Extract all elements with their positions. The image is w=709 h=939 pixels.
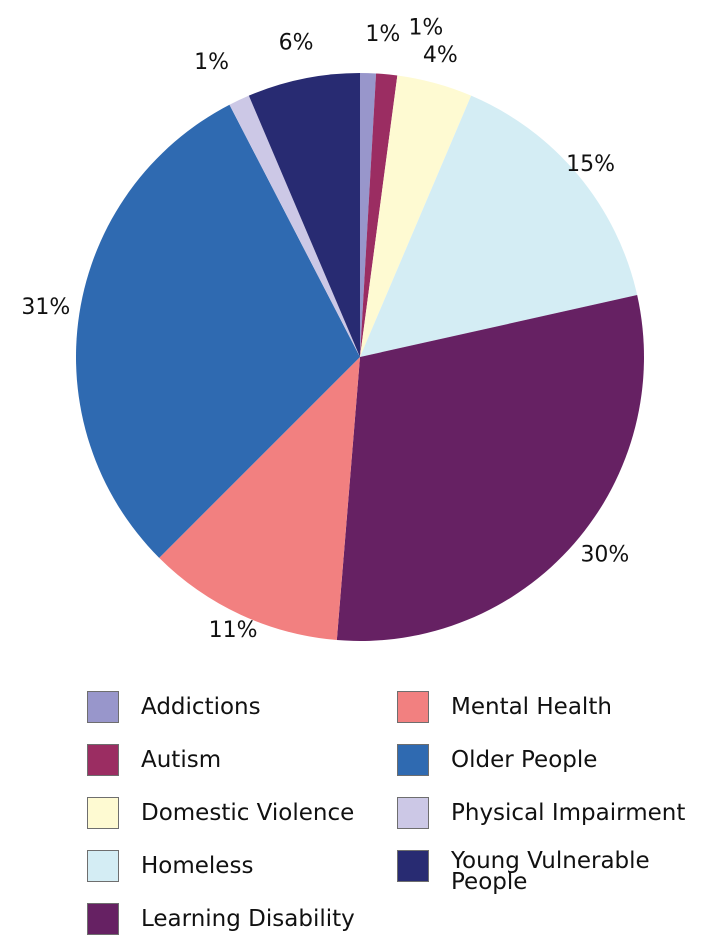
pie-slice-mental-health <box>159 357 360 641</box>
legend-item-young-vulnerable-people: Young Vulnerable People <box>397 848 650 895</box>
legend-swatch-young-vulnerable-people <box>397 850 429 882</box>
pie-label-addictions: 1% <box>365 22 400 47</box>
pie-label-domestic-violence: 4% <box>423 43 458 68</box>
pie-slice-addictions <box>360 72 377 357</box>
legend-swatch-homeless <box>87 850 119 882</box>
legend-item-addictions: Addictions <box>87 691 261 723</box>
legend-label-domestic-violence: Domestic Violence <box>141 800 355 826</box>
pie-slice-homeless <box>360 95 638 358</box>
pie-labels: 1% 1% 4% 15% 30% 11% 31% 1% 6% <box>21 15 629 643</box>
pie-label-autism: 1% <box>408 15 443 40</box>
pie-label-mental-health: 11% <box>209 618 258 643</box>
legend-swatch-autism <box>87 744 119 776</box>
legend-item-physical-impairment: Physical Impairment <box>397 797 685 829</box>
pie-slice-young-vulnerable-people <box>248 73 360 357</box>
legend-item-homeless: Homeless <box>87 850 253 882</box>
legend-item-learning-disability: Learning Disability <box>87 903 355 935</box>
legend-label-older-people: Older People <box>451 747 598 773</box>
pie-slice-learning-disability <box>336 295 644 641</box>
legend-label-physical-impairment: Physical Impairment <box>451 800 686 826</box>
legend-label-learning-disability: Learning Disability <box>141 906 355 932</box>
legend-swatch-domestic-violence <box>87 797 119 829</box>
legend-swatch-older-people <box>397 744 429 776</box>
legend-item-domestic-violence: Domestic Violence <box>87 797 354 829</box>
legend-swatch-mental-health <box>397 691 429 723</box>
legend-label-homeless: Homeless <box>141 853 254 879</box>
legend-swatch-learning-disability <box>87 903 119 935</box>
pie-slice-autism <box>360 73 398 357</box>
pie-slice-domestic-violence <box>360 75 472 357</box>
legend-item-older-people: Older People <box>397 744 597 776</box>
pie-chart: 1% 1% 4% 15% 30% 11% 31% 1% 6% <box>21 15 644 643</box>
pie-label-homeless: 15% <box>566 152 615 177</box>
pie-label-older-people: 31% <box>21 295 70 320</box>
legend-label-mental-health: Mental Health <box>451 694 612 720</box>
legend-label-addictions: Addictions <box>141 694 261 720</box>
legend-swatch-addictions <box>87 691 119 723</box>
legend-swatch-physical-impairment <box>397 797 429 829</box>
legend-item-mental-health: Mental Health <box>397 691 612 723</box>
pie-label-learning-disability: 30% <box>580 543 629 568</box>
legend-label-autism: Autism <box>141 747 222 773</box>
pie-label-young-vulnerable-people: 6% <box>279 30 314 55</box>
pie-slices <box>75 72 644 641</box>
pie-slice-older-people <box>75 104 361 558</box>
legend-item-autism: Autism <box>87 744 221 776</box>
pie-slice-physical-impairment <box>229 95 360 358</box>
pie-label-physical-impairment: 1% <box>194 50 229 75</box>
legend-label-young-vulnerable-people: Young Vulnerable People <box>451 848 650 895</box>
